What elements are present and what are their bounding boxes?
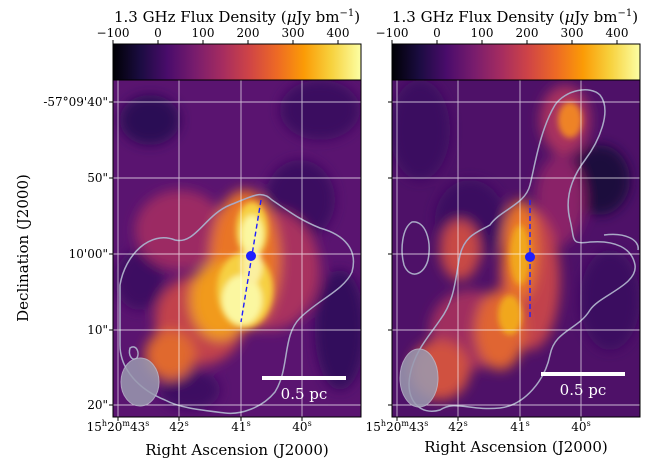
right-cb-tick: −100 [376, 26, 409, 40]
right-axes-frame [391, 79, 641, 418]
right-cb-tick: 200 [516, 26, 539, 40]
left-cb-tick: −100 [97, 26, 130, 40]
right-beam-ellipse [399, 348, 439, 408]
right-contour-edge [603, 233, 639, 251]
ytick-label: 20" [87, 398, 108, 412]
right-xticks: 15h20m43s 42s 41s 40s [366, 419, 591, 434]
left-xticks: 15h20m43s 42s 41s 40s [87, 419, 312, 434]
right-xtickmarks [396, 417, 582, 421]
left-cb-tick: 400 [327, 26, 350, 40]
right-colorbar-title: 1.3 GHz Flux Density (μJy bm−1) [392, 8, 638, 26]
right-xlabel: Right Ascension (J2000) [424, 438, 607, 456]
ytick-label: 10" [87, 323, 108, 337]
right-contour-small [401, 221, 430, 275]
xtick-label-ra: 15h20m43s [87, 419, 150, 434]
left-ytickmarks [109, 101, 113, 406]
xtick-label: 40s [571, 419, 590, 434]
xtick-label: 40s [292, 419, 311, 434]
left-heatmap: 0.5 pc [113, 80, 361, 417]
xtick-label: 42s [448, 419, 467, 434]
right-heatmap: 0.5 pc [392, 80, 640, 417]
left-scalebar-label: 0.5 pc [281, 385, 328, 403]
right-cb-tickmarks [391, 40, 618, 44]
right-ytickmarks [388, 101, 392, 406]
right-cb-tick: 0 [433, 26, 441, 40]
right-grid [392, 80, 640, 417]
xtick-label: 41s [510, 419, 529, 434]
right-cb-tick: 300 [561, 26, 584, 40]
left-cb-tick: 100 [192, 26, 215, 40]
left-axes-frame [112, 79, 362, 418]
left-cb-tick: 300 [282, 26, 305, 40]
left-yticks: -57°09'40" 50" 10'00" 10" 20" [43, 95, 108, 412]
left-cb-tick: 200 [237, 26, 260, 40]
left-jet-axis [240, 199, 262, 323]
ytick-label: 50" [87, 171, 108, 185]
xtick-label-ra: 15h20m43s [366, 419, 429, 434]
right-source-marker [525, 252, 535, 262]
left-colorbar-title: 1.3 GHz Flux Density (μJy bm−1) [114, 8, 360, 26]
left-beam-ellipse [120, 357, 160, 407]
xtick-label: 42s [169, 419, 188, 434]
left-colorbar-ticks: −100 0 100 200 300 400 [97, 26, 350, 40]
ytick-label: 10'00" [69, 247, 108, 261]
right-panel: 1.3 GHz Flux Density (μJy bm−1) −100 0 1… [366, 8, 641, 456]
right-colorbar [391, 43, 641, 81]
left-colorbar [112, 43, 362, 81]
left-xtickmarks [117, 417, 303, 421]
ylabel: Declination (J2000) [14, 174, 32, 322]
xtick-label: 41s [231, 419, 250, 434]
left-cb-tickmarks [112, 40, 339, 44]
left-cb-tick: 0 [154, 26, 162, 40]
left-grid [113, 80, 361, 417]
left-xlabel: Right Ascension (J2000) [145, 441, 328, 459]
right-contour [408, 89, 636, 412]
left-source-marker [246, 251, 256, 261]
ytick-label: -57°09'40" [43, 95, 108, 109]
right-scalebar-label: 0.5 pc [560, 381, 607, 399]
left-contour [119, 193, 355, 415]
right-cb-tick: 100 [471, 26, 494, 40]
left-panel: 1.3 GHz Flux Density (μJy bm−1) −100 0 1… [14, 8, 362, 459]
right-cb-tick: 400 [606, 26, 629, 40]
right-colorbar-ticks: −100 0 100 200 300 400 [376, 26, 629, 40]
